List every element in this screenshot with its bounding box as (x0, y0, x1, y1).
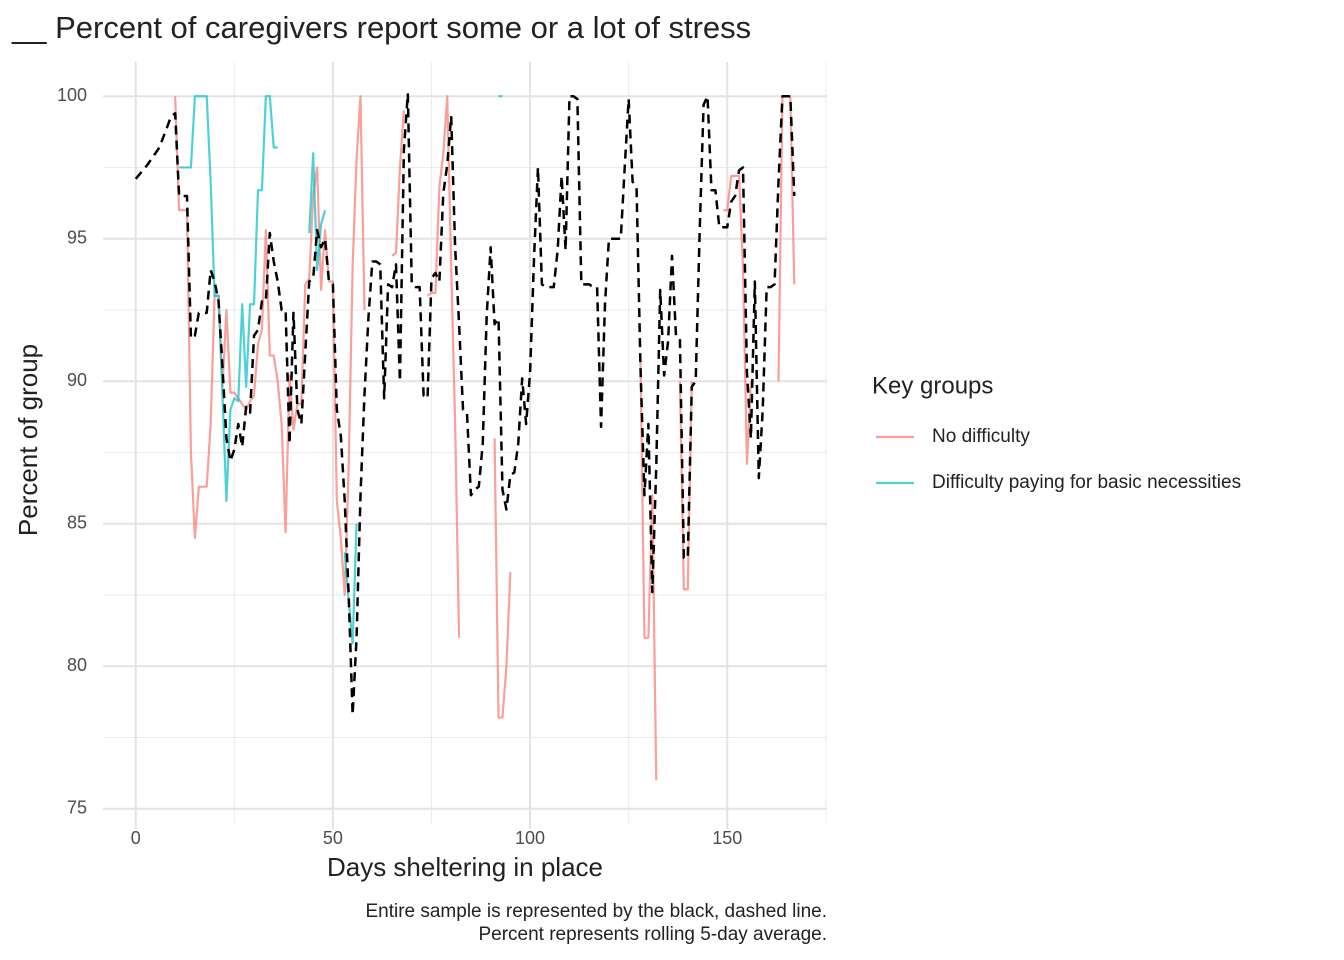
legend-title: Key groups (872, 372, 993, 399)
y-tick-label: 90 (67, 370, 87, 390)
caption: Percent represents rolling 5-day average… (478, 924, 827, 945)
y-tick-label: 95 (67, 227, 87, 247)
x-tick-label: 100 (515, 828, 545, 848)
series-line (174, 95, 796, 781)
grid (103, 62, 827, 823)
legend-label: Difficulty paying for basic necessities (932, 472, 1241, 493)
legend-label: No difficulty (932, 426, 1030, 447)
y-axis-label: Percent of group (13, 344, 43, 536)
y-tick-label: 85 (67, 512, 87, 532)
x-axis-label: Days sheltering in place (327, 852, 603, 882)
caption: Entire sample is represented by the blac… (365, 901, 827, 922)
x-tick-label: 150 (712, 828, 742, 848)
y-tick-label: 100 (57, 85, 87, 105)
x-tick-label: 50 (323, 828, 343, 848)
series-line (179, 95, 503, 645)
chart-title: __ Percent of caregivers report some or … (11, 10, 751, 45)
x-tick-label: 0 (131, 828, 141, 848)
y-tick-label: 75 (67, 797, 87, 817)
series-line (134, 92, 796, 716)
y-tick-label: 80 (67, 655, 87, 675)
